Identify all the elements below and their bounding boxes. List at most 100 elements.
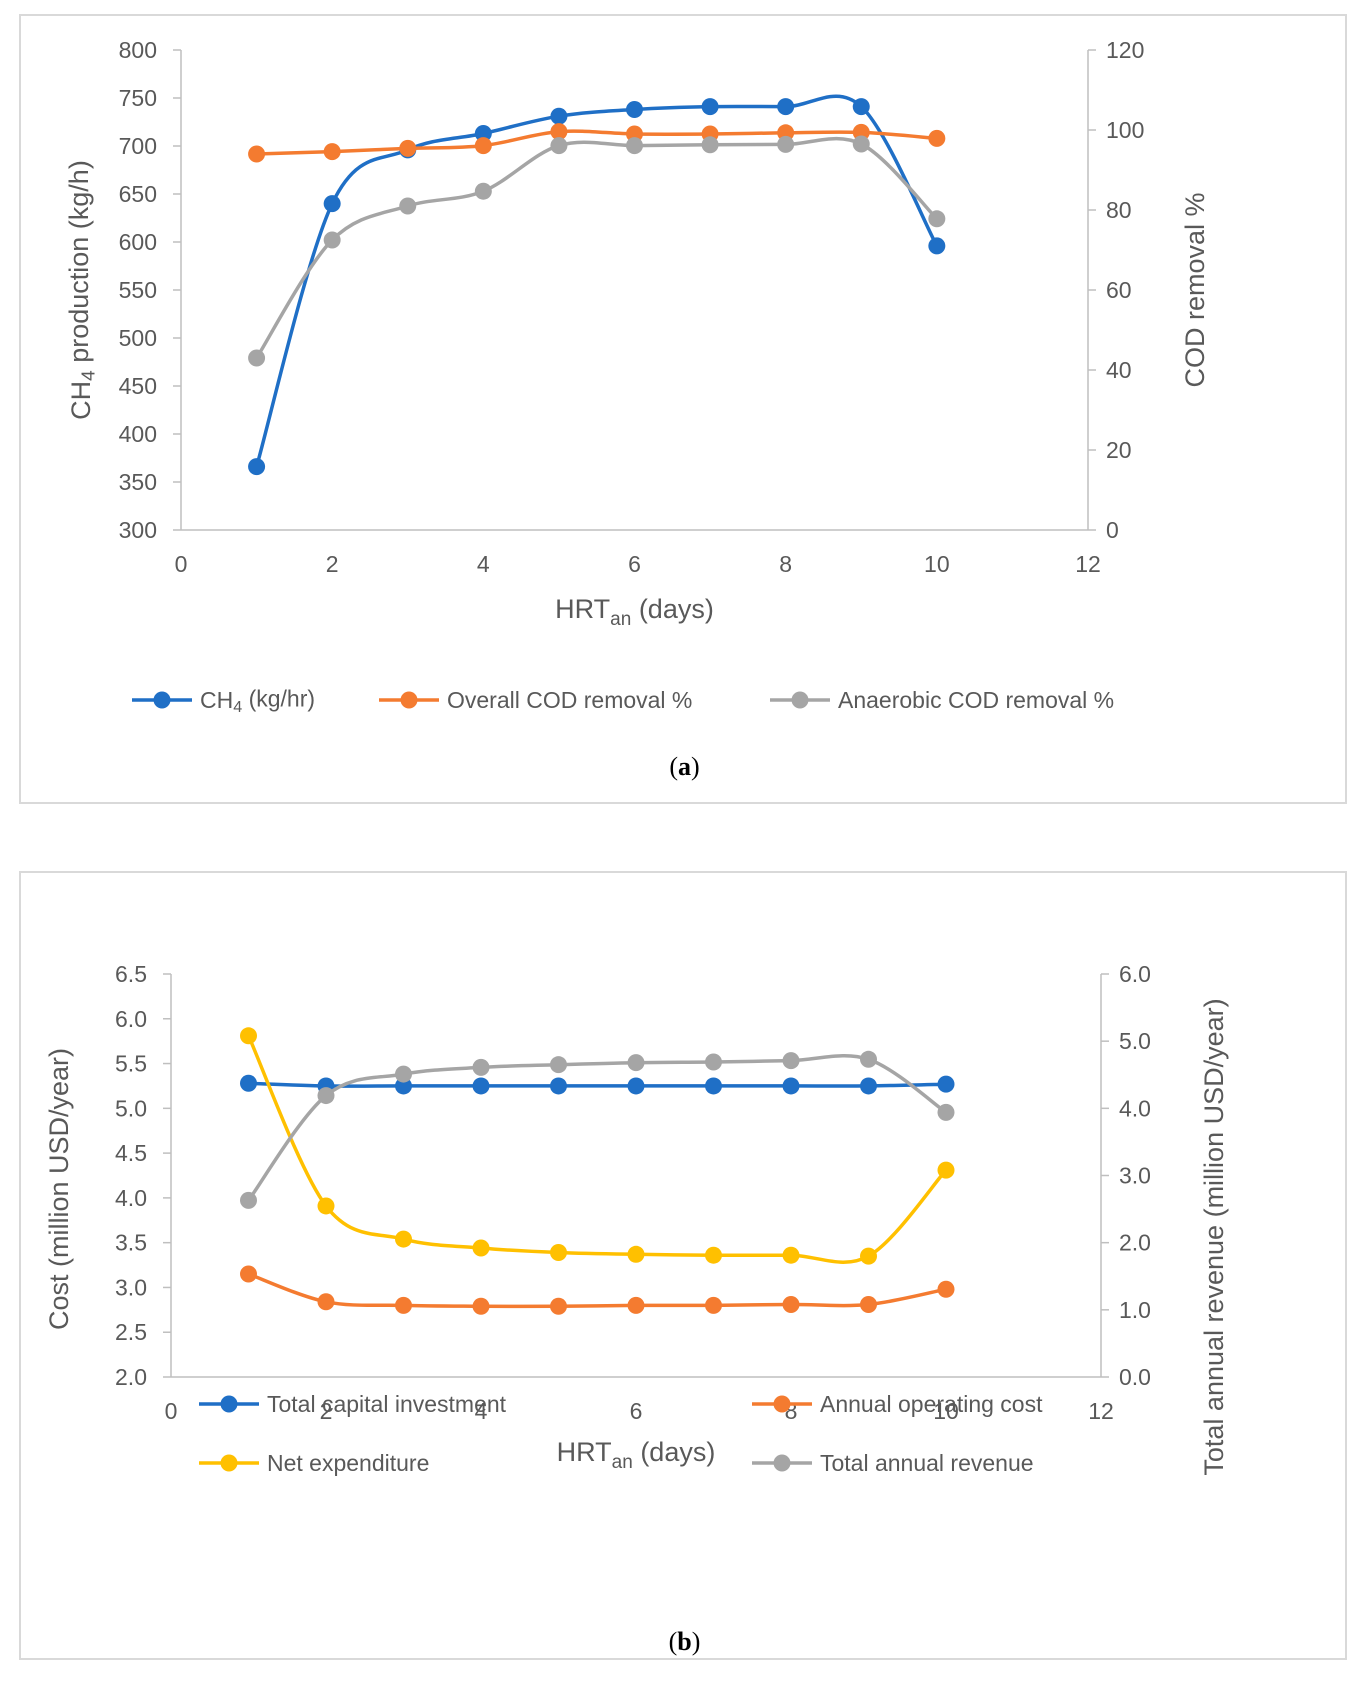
y-left-tick-label: 2.5 [115,1319,147,1345]
y-right-tick-label: 0.0 [1119,1364,1151,1390]
series-2-point [550,1297,567,1315]
x-axis-label: HRTan (days) [557,1437,716,1473]
x-tick-label: 2 [320,1398,333,1424]
series-3-point [852,135,870,153]
legend-marker [773,1395,791,1413]
y-right-tick-label: 20 [1106,437,1132,463]
legend-marker [400,691,418,709]
chart-panel-b: 2.0 2.5 3.0 3.5 4.0 4.5 5.0 5.5 6.0 6.5 0.0 1.0 2.0 3… [19,871,1347,1660]
series-1-point [928,237,946,255]
y-left-tick-label: 4.5 [115,1140,147,1166]
series-line-4 [247,1053,948,1202]
x-axis-label: HRTan (days) [555,594,714,630]
series-3-point [626,137,643,155]
y-left-tick-label: 5.5 [115,1051,147,1077]
series-1-point [472,1077,490,1095]
series-2-point [317,1293,335,1311]
legend-marker [153,691,171,709]
y-right-axis-label: COD removal % [1180,192,1210,387]
series-1-point [701,98,719,116]
series-1-point [782,1077,800,1095]
y-left-tick-label: 600 [119,229,157,255]
series-4-point [627,1054,645,1072]
series-2-point [705,1296,722,1314]
series-4-point [782,1052,800,1070]
x-tick-label: 6 [630,1398,643,1424]
x-tick-label: 2 [326,551,339,577]
y-left-tick-label: 5.0 [115,1095,147,1121]
series-1-point [705,1077,722,1095]
series-2-point [323,143,341,161]
x-tick-label: 10 [933,1398,959,1424]
x-tick-label: 4 [475,1398,488,1424]
series-4-point [395,1065,412,1083]
y-right-tick-label: 100 [1106,117,1144,143]
caption-b-letter: b [677,1627,692,1656]
y-right-tick-label: 4.0 [1119,1095,1151,1121]
series-2-point [472,1297,490,1315]
series-3-point [627,1245,645,1263]
series-2-point [860,1295,877,1313]
legend-marker [220,1454,238,1472]
series-3-point [860,1247,877,1265]
series-line-3 [255,136,939,359]
y-left-tick-label: 350 [119,469,157,495]
series-3-point [472,1239,490,1257]
series-3-point [937,1161,955,1179]
y-left-tick-label: 800 [119,37,157,63]
y-left-tick-label: 6.5 [115,961,147,987]
y-right-axis-label: Total annual revenue (million USD/year) [1199,998,1229,1475]
series-1-point [626,101,643,119]
x-tick-label: 8 [779,551,792,577]
series-3-point [474,182,492,200]
y-right-tick-label: 1.0 [1119,1297,1151,1323]
series-2-point [928,129,946,147]
series-3-point [550,1244,567,1262]
y-right-tick-label: 60 [1106,277,1132,303]
y-left-tick-label: 3.0 [115,1274,147,1300]
series-3-point [550,137,568,155]
caption-a-letter: a [678,752,691,781]
series-line-2 [247,1272,947,1309]
legend-label: Net expenditure [267,1450,429,1476]
series-line-3 [246,1035,948,1264]
caption-a: (a) [669,752,700,781]
series-2-point [937,1280,955,1298]
series-3-point [701,136,719,154]
legend-label: Total annual revenue [820,1450,1034,1476]
series-1-point [248,458,266,476]
series-2-point [248,145,266,163]
series-1-point [627,1077,645,1095]
series-2-point [395,1296,412,1314]
series-1-point [777,98,795,116]
y-right-tick-label: 2.0 [1119,1230,1151,1256]
legend-label: Annual operating cost [820,1391,1043,1417]
series-3-point [777,135,795,153]
caption-b: (b) [668,1627,701,1656]
chart-a-svg: 3003504004505005506006507007508000204060… [64,37,1210,716]
series-4-point [705,1053,722,1071]
y-left-tick-label: 6.0 [115,1006,147,1032]
series-4-point [472,1058,490,1076]
series-1-point [550,107,568,125]
x-tick-label: 6 [628,551,641,577]
series-3-point [399,197,417,215]
series-4-point [937,1103,955,1121]
y-right-tick-label: 5.0 [1119,1028,1151,1054]
legend-marker [220,1395,238,1413]
series-3-point [705,1246,722,1264]
series-3-point [928,210,946,228]
y-left-tick-label: 750 [119,85,157,111]
y-left-tick-label: 450 [119,373,157,399]
series-3-point [317,1197,335,1215]
series-line-2 [256,129,937,156]
y-left-tick-label: 550 [119,277,157,303]
y-right-tick-label: 0 [1106,517,1119,543]
legend-label: CH4 (kg/hr) [200,685,315,716]
y-left-axis-label: CH4 production (kg/h) [64,160,100,420]
series-1-point [852,98,870,116]
series-1-point [395,1077,412,1095]
x-tick-label: 0 [175,551,188,577]
y-left-tick-label: 500 [119,325,157,351]
series-4-point [240,1191,257,1209]
